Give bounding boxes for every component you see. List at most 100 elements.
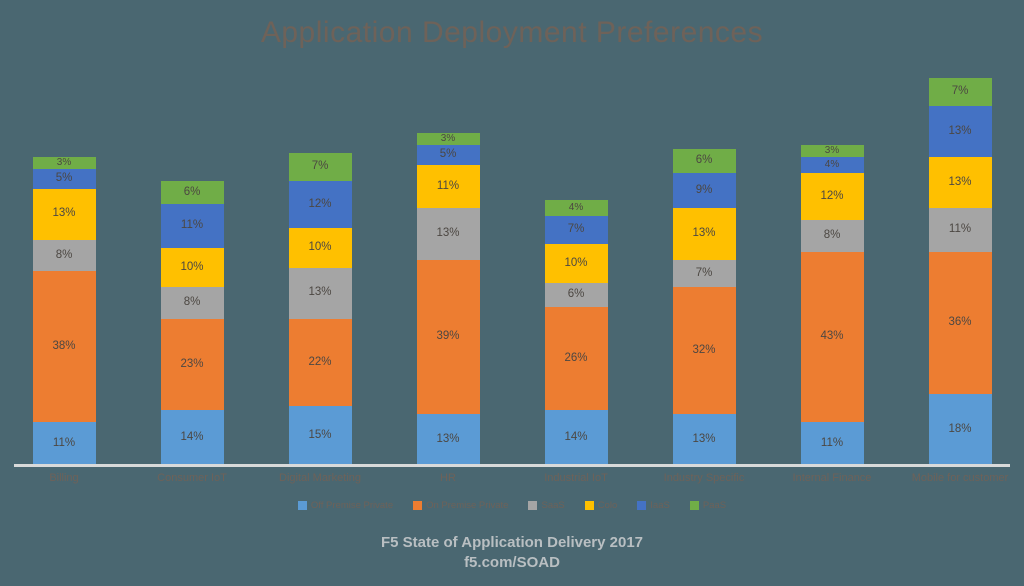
bar-segment[interactable]: 9%	[672, 172, 736, 209]
page-title: Application Deployment Preferences	[260, 16, 764, 49]
bar-column[interactable]: 11% 43% 8% 12% 4% 3%	[768, 70, 896, 465]
stacked-bar[interactable]: 14% 26% 6% 10% 7% 4%	[544, 200, 608, 465]
bar-segment-label: 32%	[692, 343, 716, 356]
bar-segment[interactable]: 39%	[416, 259, 480, 414]
stacked-bar[interactable]: 13% 32% 7% 13% 9% 6%	[672, 149, 736, 465]
bar-column[interactable]: 18% 36% 11% 13% 13% 7%	[896, 70, 1024, 465]
bar-column[interactable]: 14% 26% 6% 10% 7% 4%	[512, 70, 640, 465]
legend-item[interactable]: Off Premise Private	[297, 500, 394, 511]
x-axis-line	[14, 464, 1010, 467]
bar-segment[interactable]: 22%	[288, 318, 352, 406]
legend-swatch-icon	[637, 501, 647, 510]
bar-segment-label: 13%	[948, 124, 972, 137]
bar-segment[interactable]: 3%	[416, 133, 480, 146]
footer-url: f5.com/SOAD	[464, 554, 560, 571]
bar-segment[interactable]: 10%	[160, 247, 224, 288]
bar-segment[interactable]: 10%	[288, 228, 352, 268]
bar-segment[interactable]: 8%	[160, 287, 224, 319]
bar-segment[interactable]: 11%	[416, 164, 480, 209]
bar-segment[interactable]: 6%	[544, 283, 608, 308]
bar-segment[interactable]: 13%	[416, 413, 480, 465]
bar-column[interactable]: 14% 23% 8% 10% 11% 6%	[128, 70, 256, 465]
bar-segment-label: 7%	[695, 266, 713, 279]
bar-segment[interactable]: 4%	[800, 156, 864, 173]
bar-segment[interactable]: 7%	[288, 152, 352, 181]
bar-segment[interactable]: 3%	[800, 145, 864, 157]
legend-item[interactable]: PaaS	[689, 500, 726, 511]
bar-segment[interactable]: 13%	[416, 208, 480, 260]
bar-segment[interactable]: 5%	[416, 145, 480, 165]
bar-segment-label: 10%	[564, 256, 588, 269]
legend-item[interactable]: IaaS	[637, 500, 670, 511]
bar-segment[interactable]: 8%	[800, 220, 864, 252]
bar-segment[interactable]: 13%	[32, 188, 96, 240]
bar-segment[interactable]: 11%	[32, 421, 96, 465]
bar-segment[interactable]: 12%	[288, 180, 352, 229]
bar-segment[interactable]: 14%	[544, 409, 608, 465]
legend-item-label: Off Premise Private	[310, 500, 394, 511]
legend-swatch-icon	[584, 501, 594, 510]
bar-segment[interactable]: 5%	[32, 168, 96, 189]
bar-segment-label: 23%	[180, 357, 204, 370]
bar-segment[interactable]: 26%	[544, 307, 608, 410]
legend-item[interactable]: Colo	[584, 500, 617, 511]
bar-segment-label: 4%	[568, 202, 584, 214]
bar-segment-label: 7%	[311, 160, 329, 173]
bar-segment-label: 8%	[55, 248, 73, 261]
bar-segment-label: 14%	[564, 430, 588, 443]
bar-segment[interactable]: 13%	[288, 267, 352, 319]
bar-segment[interactable]: 14%	[160, 409, 224, 465]
legend-item[interactable]: On Premise Private	[413, 500, 508, 511]
bar-segment[interactable]: 6%	[160, 180, 224, 205]
stacked-bar[interactable]: 18% 36% 11% 13% 13% 7%	[928, 77, 992, 465]
stacked-bar[interactable]: 11% 43% 8% 12% 4% 3%	[800, 145, 864, 465]
x-axis-label: Mobile for customer	[911, 472, 1009, 484]
stacked-bar[interactable]: 15% 22% 13% 10% 12% 7%	[288, 152, 352, 465]
bar-segment[interactable]: 13%	[928, 156, 992, 209]
bar-segment[interactable]: 23%	[160, 318, 224, 410]
bar-segment-label: 12%	[820, 189, 844, 202]
bar-segment[interactable]: 4%	[544, 200, 608, 217]
stacked-bar[interactable]: 14% 23% 8% 10% 11% 6%	[160, 180, 224, 465]
bar-segment[interactable]: 15%	[288, 405, 352, 465]
bar-column[interactable]: 13% 32% 7% 13% 9% 6%	[640, 70, 768, 465]
bar-segment[interactable]: 11%	[800, 421, 864, 465]
bar-column[interactable]: 15% 22% 13% 10% 12% 7%	[256, 70, 384, 465]
bar-segment-label: 10%	[308, 241, 332, 254]
bar-segment[interactable]: 12%	[800, 172, 864, 221]
bar-segment[interactable]: 11%	[928, 208, 992, 252]
x-axis-label: Industry Specific	[663, 472, 745, 484]
bar-segment[interactable]: 7%	[544, 216, 608, 244]
bar-segment-label: 8%	[823, 229, 841, 242]
bar-segment[interactable]: 7%	[672, 259, 736, 288]
bar-segment-label: 3%	[56, 156, 72, 168]
bar-segment[interactable]: 11%	[160, 204, 224, 248]
bar-segment[interactable]: 3%	[32, 156, 96, 169]
bar-segment-label: 4%	[824, 158, 840, 170]
stacked-bar[interactable]: 13% 39% 13% 11% 5% 3%	[416, 133, 480, 465]
bar-segment[interactable]: 18%	[928, 393, 992, 465]
bar-segment[interactable]: 32%	[672, 287, 736, 414]
bar-segment[interactable]: 36%	[928, 251, 992, 394]
stacked-bar[interactable]: 11% 38% 8% 13% 5% 3%	[32, 156, 96, 465]
legend-item[interactable]: SaaS	[528, 500, 565, 511]
bar-segment-label: 13%	[436, 432, 460, 445]
bar-segment[interactable]: 38%	[32, 271, 96, 422]
bar-segment-label: 12%	[308, 197, 332, 210]
bar-segment[interactable]: 8%	[32, 239, 96, 272]
bar-segment-label: 13%	[308, 286, 332, 299]
x-axis-label: Internal Finance	[792, 472, 872, 484]
bar-segment[interactable]: 6%	[672, 149, 736, 173]
legend-swatch-icon	[413, 501, 423, 510]
bar-segment[interactable]: 43%	[800, 251, 864, 422]
bars-row: 11% 38% 8% 13% 5% 3% 14% 23% 8% 10% 11% 6% 15% 22% 13%…	[0, 70, 1024, 465]
bar-segment[interactable]: 13%	[928, 105, 992, 157]
bar-segment[interactable]: 13%	[672, 208, 736, 260]
bar-segment[interactable]: 13%	[672, 413, 736, 465]
bar-segment[interactable]: 10%	[544, 243, 608, 284]
bar-segment[interactable]: 7%	[928, 77, 992, 106]
bar-segment-label: 6%	[567, 288, 585, 301]
bar-column[interactable]: 11% 38% 8% 13% 5% 3%	[0, 70, 128, 465]
bar-column[interactable]: 13% 39% 13% 11% 5% 3%	[384, 70, 512, 465]
